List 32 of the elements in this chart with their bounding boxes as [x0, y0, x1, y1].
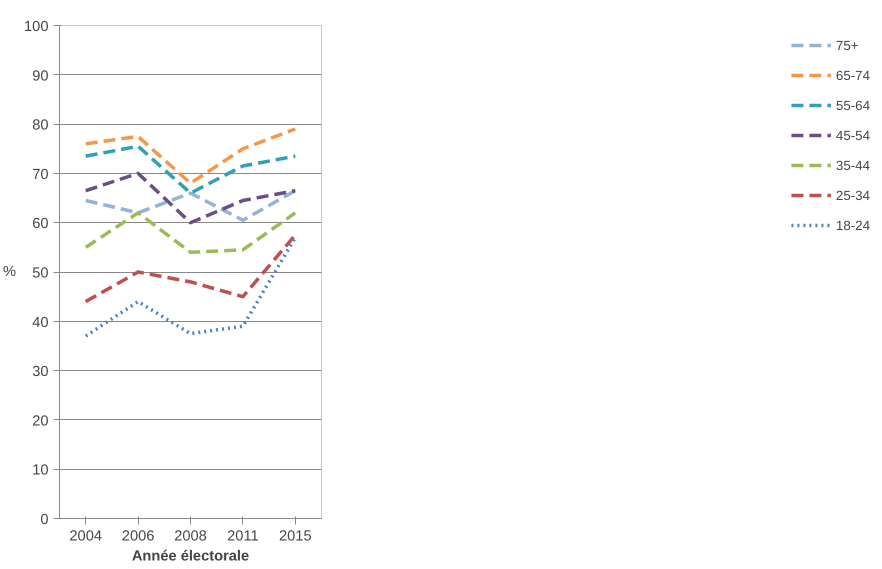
legend-label: 18-24 [836, 218, 870, 232]
y-tick-label: 10 [32, 462, 49, 479]
line-series [84, 236, 298, 338]
x-tick-label: 2011 [227, 528, 259, 544]
y-tick-label: 70 [32, 166, 49, 183]
x-tick-label: 2008 [174, 528, 207, 544]
y-tick-label: 0 [40, 512, 49, 528]
y-tick-label: 90 [32, 68, 49, 84]
line-series [84, 144, 298, 195]
line-series [84, 188, 298, 222]
y-tick-label: 40 [32, 314, 49, 331]
y-tick-label: 80 [32, 118, 49, 134]
y-axis-title: % [3, 264, 16, 280]
y-tick-label: 20 [32, 413, 49, 430]
line-series [84, 172, 298, 224]
x-tick-label: 2015 [279, 528, 312, 544]
legend-label: 35-44 [836, 158, 870, 172]
line-series [84, 233, 298, 304]
y-tick-label: 60 [32, 216, 49, 232]
y-tick-label: 100 [24, 19, 49, 35]
legend-label: 25-34 [836, 188, 870, 202]
legend-label: 65-74 [836, 68, 870, 82]
y-tick-label: 50 [32, 266, 49, 282]
line-series [84, 211, 298, 254]
legend-label: 55-64 [836, 98, 870, 112]
y-tick-label: 30 [32, 364, 49, 380]
legend-label: 45-54 [836, 128, 870, 142]
x-tick-label: 2006 [122, 528, 154, 544]
x-tick-label: 2004 [69, 528, 102, 544]
line-series [84, 127, 298, 186]
legend-label: 75+ [836, 38, 859, 52]
x-axis-title: Année électorale [132, 548, 250, 564]
